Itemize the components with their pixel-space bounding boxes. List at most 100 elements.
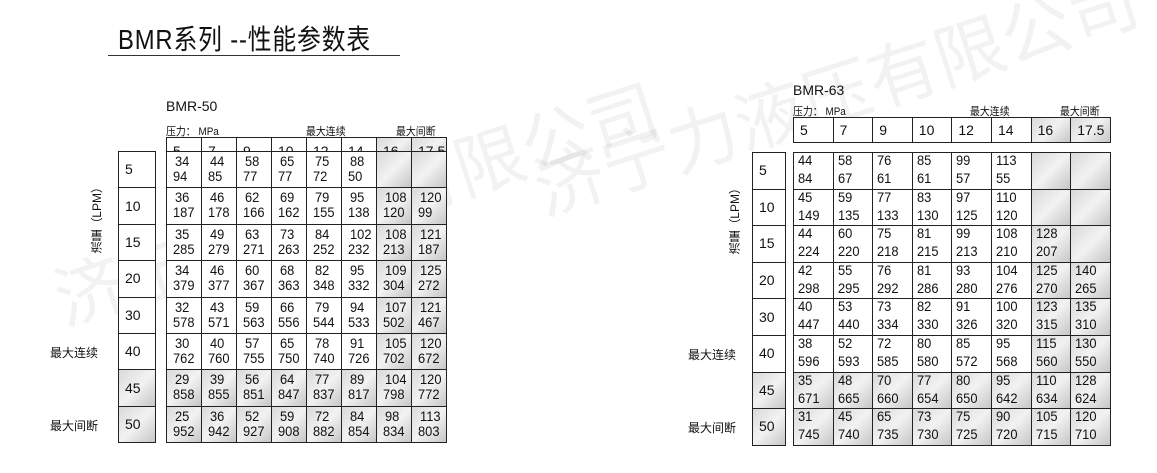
speed-value: 130 [1075,335,1097,351]
data-cell: 104 798 [376,369,412,407]
torque-value: 715 [1035,426,1058,443]
flow-row-label: 20 [118,260,156,298]
torque-value: 740 [837,426,860,443]
speed-value: 39 [210,371,225,388]
torque-value: 162 [278,204,300,221]
data-cell: 135 310 [1070,298,1111,336]
torque-value: 272 [418,277,440,294]
speed-value: 75 [315,153,330,169]
data-cell: 66 556 [271,296,307,334]
torque-value: 320 [996,316,1018,333]
speed-value: 77 [877,188,892,205]
data-cell: 73 263 [271,223,307,262]
torque-value: 67 [837,170,852,186]
speed-value: 73 [916,408,932,425]
speed-value: 52 [837,335,852,351]
data-cell: 120 99 [411,187,447,225]
pressure-header-cell: 16 [1030,117,1072,143]
data-cell: 123 315 [1030,298,1072,336]
speed-value: 64 [280,371,295,388]
torque-value: 120 [996,206,1018,223]
model-name: BMR-63 [793,82,845,98]
torque-value: 556 [278,313,300,330]
data-cell: 91 326 [951,298,992,336]
data-cell: 60 367 [236,260,272,298]
data-cell: 75 725 [951,408,992,446]
max-intermittent-label: 最大间断 [688,421,737,436]
max-intermittent-label: 最大间断 [50,418,99,433]
torque-value: 85 [208,168,223,184]
torque-value: 654 [916,389,939,406]
speed-value: 80 [916,335,932,351]
title-underline [108,55,400,56]
speed-value: 60 [245,262,260,279]
speed-value: 107 [385,298,407,315]
speed-value: 135 [1075,298,1097,315]
data-cell [376,151,412,189]
torque-value: 213 [383,240,405,257]
data-cell: 130 550 [1070,335,1111,373]
flow-row-label: 10 [752,188,786,227]
speed-value: 104 [996,261,1018,278]
data-cell: 53 440 [832,298,874,336]
speed-value: 108 [385,225,407,242]
torque-value: 130 [916,206,939,223]
torque-value: 326 [956,316,978,333]
torque-value: 927 [243,422,265,439]
torque-value: 279 [208,240,230,257]
speed-value: 128 [1075,371,1097,388]
speed-value: 48 [837,371,852,388]
data-cell: 60 220 [832,225,874,263]
speed-value: 108 [385,189,407,206]
torque-value: 642 [996,389,1018,406]
speed-value: 105 [385,335,407,351]
data-cell: 128 207 [1030,225,1072,263]
data-cell: 78 740 [306,333,342,371]
speed-value: 66 [280,298,295,315]
torque-value: 224 [798,243,820,260]
speed-value: 93 [956,261,971,278]
torque-value: 213 [956,243,978,260]
torque-value: 572 [956,353,978,369]
speed-value: 120 [420,371,442,388]
torque-value: 755 [243,350,265,366]
speed-value: 44 [798,152,813,168]
data-cell: 48 665 [832,371,874,410]
data-cell: 108 210 [991,225,1032,263]
torque-value: 745 [798,426,820,443]
torque-value: 634 [1035,389,1058,406]
flow-row-label: 5 [118,151,156,189]
torque-value: 671 [798,389,820,406]
data-cell: 79 155 [306,187,342,225]
speed-value: 79 [315,298,330,315]
pressure-header-cell: 14 [991,117,1032,143]
data-cell: 75 218 [872,225,913,263]
speed-value: 79 [315,189,330,206]
speed-value: 77 [916,371,932,388]
speed-value: 35 [798,371,813,388]
data-cell: 44 84 [793,152,834,190]
speed-value: 59 [280,407,295,424]
speed-value: 125 [420,262,442,279]
torque-value: 215 [916,243,939,260]
data-cell: 77 837 [306,369,342,407]
max-continuous-header: 最大连续 [306,126,346,138]
data-cell: 80 650 [951,371,992,410]
torque-value: 304 [383,277,405,294]
speed-value: 43 [210,298,225,315]
data-cell: 82 348 [306,260,342,298]
speed-value: 123 [1035,298,1058,315]
data-cell: 40 760 [201,333,237,371]
data-cell: 108 213 [376,223,412,262]
data-cell: 90 720 [991,408,1032,446]
torque-value: 218 [877,243,899,260]
torque-value: 252 [313,240,335,257]
pressure-header-cell: 5 [793,117,834,143]
torque-value: 207 [1035,243,1058,260]
data-cell: 95 568 [991,335,1032,373]
torque-value: 330 [916,316,939,333]
data-cell: 120 772 [411,369,447,407]
data-cell: 113 55 [991,152,1032,190]
torque-value: 665 [837,389,860,406]
